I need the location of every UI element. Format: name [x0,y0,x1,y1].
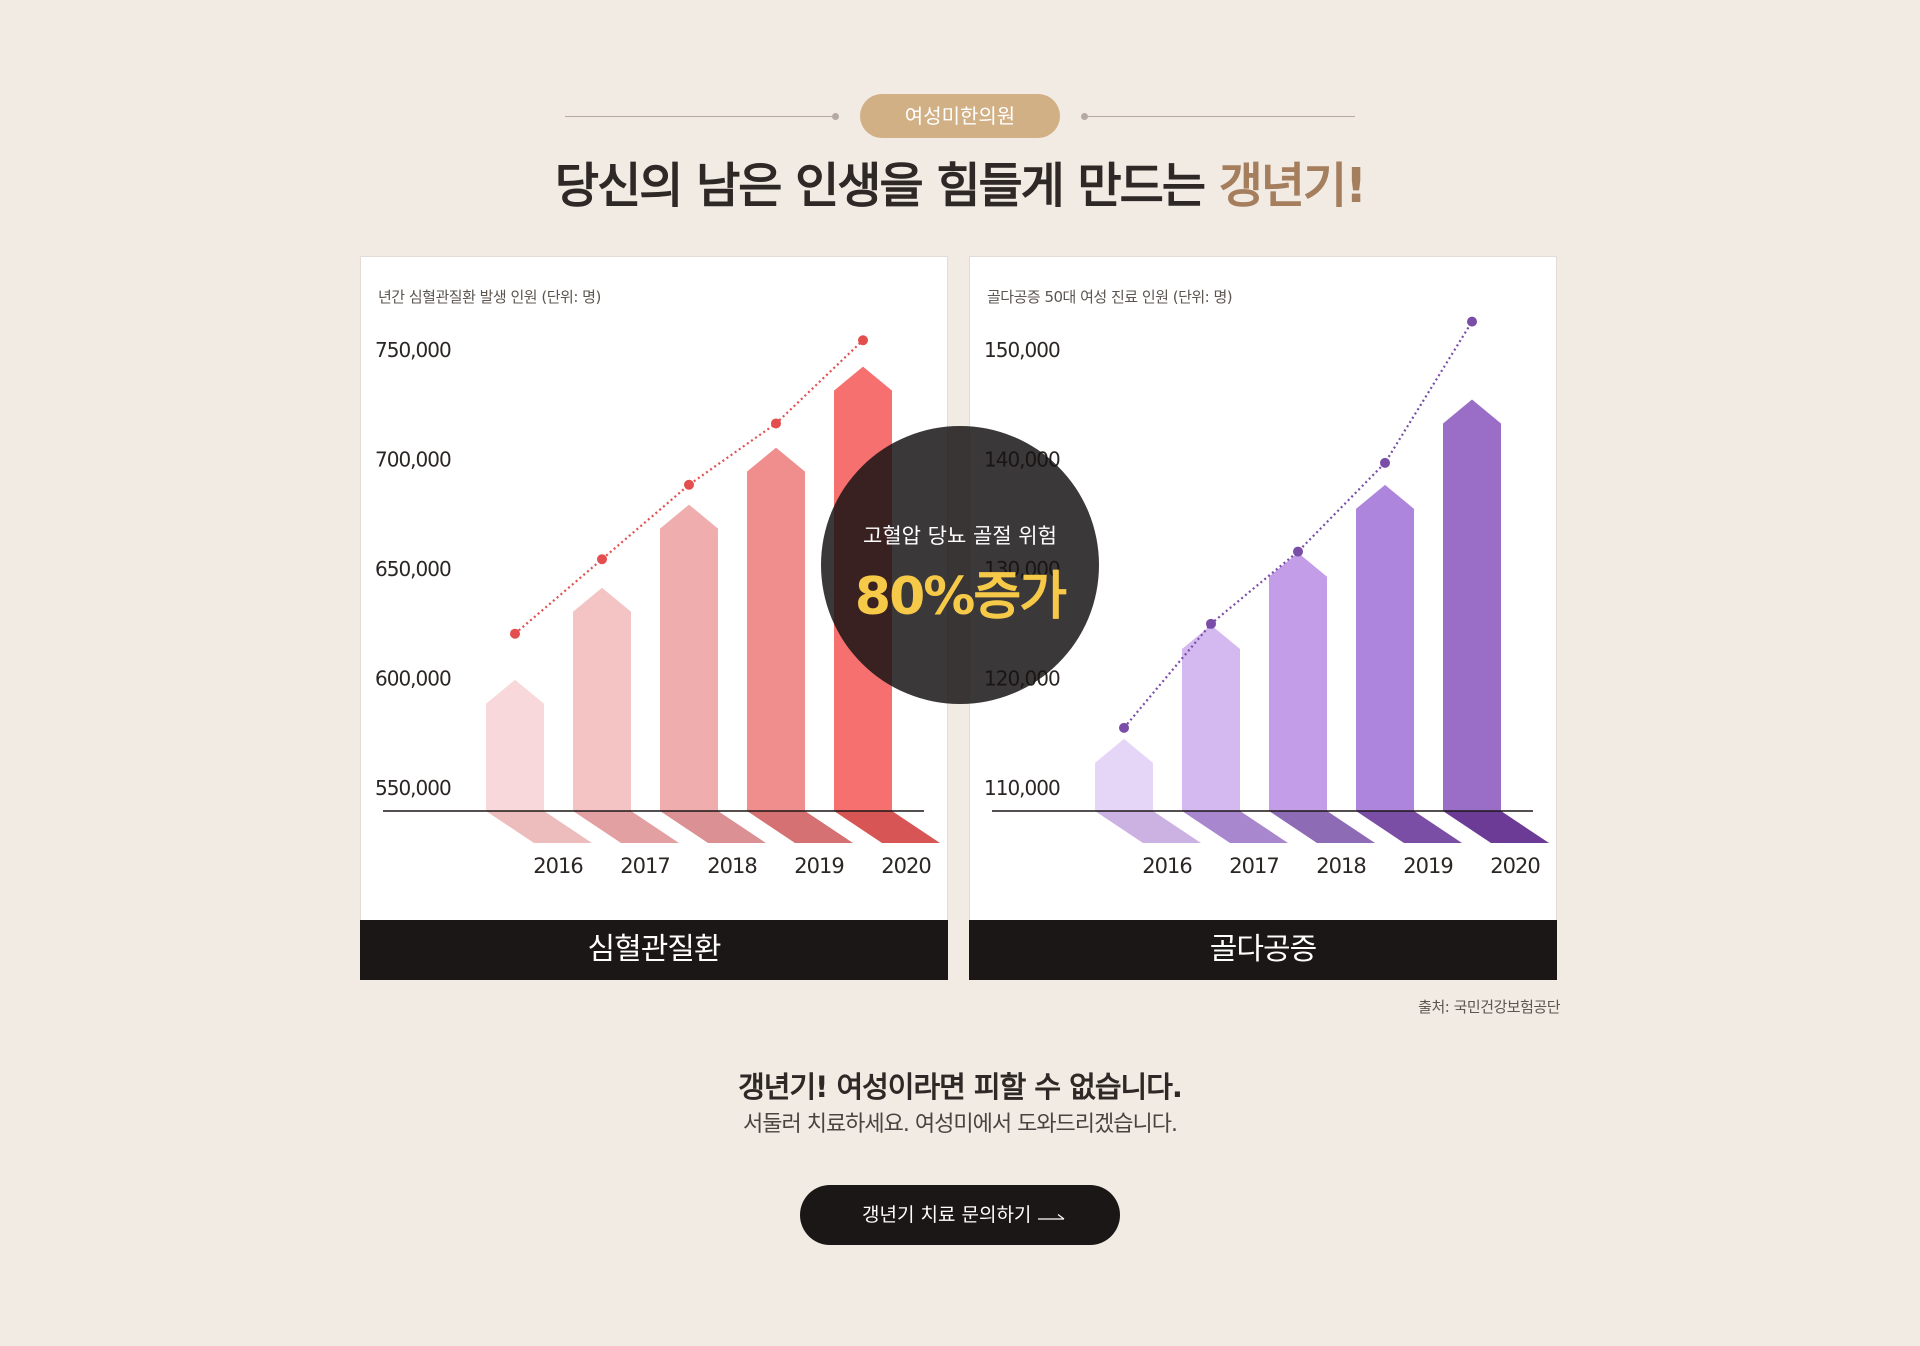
x-tick-label: 2016 [533,854,583,878]
bar-shadow-2020 [1443,811,1549,843]
risk-overlay-circle: 고혈압 당뇨 골절 위험 80%증가 [821,426,1099,704]
bar-shadow-2020 [834,811,940,843]
bottom-title: 갱년기! 여성이라면 피할 수 없습니다. [738,1070,1183,1104]
risk-overlay-text: 고혈압 당뇨 골절 위험 [863,524,1057,548]
bar-2019 [747,447,805,811]
bar-shadow-2019 [747,811,853,843]
trend-line [1123,321,1473,729]
bottom-subtitle: 서둘러 치료하세요. 여성미에서 도와드리겠습니다. [742,1112,1178,1137]
y-tick-label: 110,000 [984,776,1060,800]
page-headline: 당신의 남은 인생을 힘들게 만드는 갱년기! [0,146,1920,216]
chart-footer-osteoporosis: 골다공증 [969,920,1557,980]
trend-point-2018 [684,479,694,490]
y-tick-label: 600,000 [375,667,451,691]
trend-point-2018 [1293,546,1303,557]
x-tick-label: 2020 [881,854,930,878]
bar-2020 [1443,399,1501,811]
bar-shadow-2017 [1182,811,1288,843]
bar-2019 [1356,484,1414,811]
consult-button-label: 갱년기 치료 문의하기 [862,1204,1032,1226]
bar-2018 [660,504,718,811]
y-tick-label: 550,000 [375,776,451,800]
x-tick-label: 2018 [1316,854,1365,878]
bar-shadow-2016 [1095,811,1201,843]
x-tick-label: 2017 [1229,854,1278,878]
bar-shadow-2016 [486,811,592,843]
trend-line [514,339,864,635]
y-tick-label: 700,000 [375,448,451,472]
chart-footer-cardiovascular: 심혈관질환 [360,920,948,980]
bar-2018 [1269,552,1327,811]
source-note: 출처: 국민건강보험공단 [1418,998,1560,1016]
divider-right [1083,116,1355,117]
trend-point-2016 [1119,722,1129,733]
bar-2017 [573,587,631,811]
headline-main: 당신의 남은 인생을 힘들게 만드는 [554,158,1219,214]
y-tick-label: 150,000 [984,338,1060,362]
y-tick-label: 650,000 [375,557,451,581]
bar-shadow-2017 [573,811,679,843]
x-tick-label: 2019 [1403,854,1452,878]
divider-dot-left [832,113,839,120]
bar-2017 [1182,625,1240,811]
x-tick-label: 2020 [1490,854,1539,878]
bar-2016 [486,679,544,811]
trend-point-2019 [1380,457,1390,468]
bar-shadow-2019 [1356,811,1462,843]
chart-title: 년간 심혈관질환 발생 인원 (단위: 명) [378,288,601,306]
trend-point-2020 [858,335,868,346]
bar-2016 [1095,738,1153,811]
y-tick-label: 750,000 [375,338,451,362]
bar-shadow-2018 [660,811,766,843]
header: 여성미한의원 당신의 남은 인생을 힘들게 만드는 갱년기! [0,0,1920,230]
arrow-right-icon [1038,1214,1065,1220]
trend-point-2016 [510,628,520,639]
chart-title: 골다공증 50대 여성 진료 인원 (단위: 명) [987,288,1232,306]
divider-left [565,116,837,117]
trend-point-2020 [1467,316,1477,327]
risk-overlay-percent: 80%증가 [854,567,1067,627]
bar-shadow-2018 [1269,811,1375,843]
trend-point-2019 [771,418,781,429]
consult-button[interactable]: 갱년기 치료 문의하기 [800,1185,1120,1245]
chart-card-cardiovascular: 년간 심혈관질환 발생 인원 (단위: 명) 550,000 600,000 650,… [360,256,948,980]
x-tick-label: 2018 [707,854,756,878]
clinic-badge: 여성미한의원 [860,94,1060,138]
x-tick-label: 2016 [1142,854,1192,878]
trend-point-2017 [597,554,607,565]
x-tick-label: 2019 [794,854,843,878]
headline-accent: 갱년기! [1218,158,1367,214]
trend-point-2017 [1206,618,1216,629]
x-tick-label: 2017 [620,854,669,878]
